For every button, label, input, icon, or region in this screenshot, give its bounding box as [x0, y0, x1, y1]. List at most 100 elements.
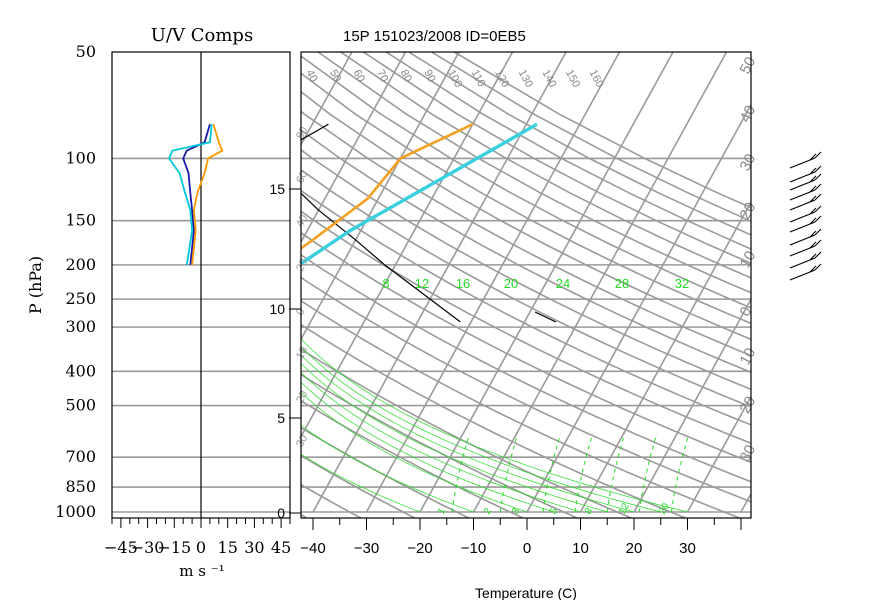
skewt-moist-line	[301, 453, 421, 513]
wind-barb-flag	[814, 205, 822, 213]
uv-panel-xlabel: m s ⁻¹	[179, 562, 224, 580]
uv-speed-tick-label: 0	[196, 538, 206, 557]
wind-barb-flag	[809, 185, 817, 193]
wind-barb-flag	[809, 195, 817, 203]
skewt-isotherm	[46, 52, 299, 512]
skewt-moist-line	[301, 424, 474, 513]
skewt-theta-label: 100	[445, 68, 464, 90]
skewt-panel: 15P 151023/2008 ID=0EB5 Temperature (C) …	[46, 28, 887, 600]
wind-barb-flag	[814, 183, 822, 191]
skewt-dry-adiabat	[301, 253, 751, 483]
skewt-mixing-ratio-label: 24	[556, 276, 570, 291]
skewt-theta-label: 110	[469, 68, 488, 89]
skewt-right-label: 10	[737, 345, 760, 368]
skewt-temp-tick-label: −10	[461, 540, 486, 557]
skewt-dry-adiabat	[301, 483, 363, 518]
skewt-left-label: 20	[294, 257, 310, 273]
skewt-height-label: 0	[277, 505, 285, 521]
skewt-isotherm	[301, 52, 460, 341]
skewt-moist-line	[301, 381, 554, 513]
skewt-mixing-ratio-label: 16	[456, 276, 470, 291]
skewt-mixing-ratio-label: 20	[504, 276, 518, 291]
skewt-mixing-ratio-label: 12	[415, 276, 429, 291]
skewt-temp-tick-label: −40	[300, 540, 325, 557]
skewt-dry-adiabat	[301, 129, 751, 374]
skewt-dry-adiabat	[301, 55, 751, 309]
skewt-isotherm	[526, 103, 751, 513]
skewt-temp-tick-label: 10	[572, 540, 589, 557]
uv-series-line-1	[167, 124, 213, 266]
skewt-height-label: 5	[277, 410, 285, 426]
skewt-panel-xlabel: Temperature (C)	[475, 585, 577, 600]
skewt-mixing-ratio-label: 28	[615, 276, 629, 291]
skewt-isotherm	[419, 52, 674, 513]
skewt-dry-adiabat	[301, 276, 751, 503]
uv-pressure-tick-label: 500	[65, 396, 96, 415]
skewt-isotherm	[301, 52, 353, 147]
skewt-dry-adiabat	[340, 52, 751, 279]
wind-barb-flag	[814, 239, 822, 247]
skewt-isotherm	[301, 52, 514, 439]
wind-barb-flag	[814, 263, 822, 271]
skewt-right-label: 20	[737, 200, 760, 223]
skewt-left-label: 30	[294, 433, 310, 449]
skewt-profile-line-2	[301, 122, 538, 266]
uv-pressure-tick-label: 200	[65, 255, 96, 274]
skewt-theta-label: 160	[587, 68, 606, 90]
uv-pressure-tick-label: 700	[65, 447, 96, 466]
skewt-background-grid	[46, 52, 887, 518]
skewt-right-label: 10	[737, 248, 760, 271]
skewt-right-label: 50	[737, 54, 760, 77]
uv-pressure-tick-label: 400	[65, 361, 96, 380]
skewt-dry-adiabat	[301, 323, 688, 518]
skewt-isotherm	[740, 492, 751, 513]
uv-speed-tick-label: −15	[157, 538, 191, 557]
wind-barb-flag	[809, 265, 817, 273]
skewt-dry-adiabat	[301, 189, 751, 426]
skewt-isotherm	[848, 52, 887, 512]
uv-pressure-tick-label: 250	[65, 289, 96, 308]
skewt-bottom-label: 5	[548, 506, 561, 516]
skewt-dry-adiabat	[301, 299, 742, 518]
skewt-bottom-label: 8	[583, 506, 596, 516]
skewt-dry-adiabat	[301, 210, 751, 445]
skewt-profile-fragment	[534, 311, 557, 323]
skewt-theta-label: 90	[421, 68, 437, 84]
wind-barb-flag	[814, 151, 822, 159]
skewt-bottom-label: 1	[436, 506, 449, 516]
skewt-bottom-label: 20	[657, 501, 672, 516]
wind-barb-flag	[809, 241, 817, 249]
uv-panel: U/V Comps P (hPa) m s ⁻¹ 501001502002503…	[26, 25, 291, 580]
skewt-temp-tick-label: 30	[679, 540, 696, 557]
skewt-mixing-ratio-line	[451, 433, 471, 513]
skewt-isotherm	[472, 52, 728, 513]
skewt-left-label: 60	[294, 169, 310, 185]
skewt-dry-adiabat	[317, 52, 751, 294]
skewt-mixing-ratio-label: 32	[675, 276, 689, 291]
skewt-left-label: 20	[294, 389, 310, 405]
uv-panel-ylabel: P (hPa)	[26, 256, 45, 314]
uv-series-line-2	[191, 123, 224, 265]
skewt-theta-label: 130	[516, 68, 535, 90]
skewt-dry-adiabat	[431, 52, 751, 223]
skewt-mixing-ratio-line	[638, 433, 658, 513]
skewt-profile-line-0	[301, 123, 461, 323]
skewt-isotherm	[795, 52, 887, 512]
wind-barb-flag	[809, 207, 817, 215]
wind-barb-flag	[809, 153, 817, 161]
uv-pressure-tick-label: 50	[76, 42, 96, 61]
wind-barb-flag	[809, 167, 817, 175]
skewt-temp-tick-label: 20	[626, 540, 643, 557]
skewt-moist-line	[301, 391, 528, 513]
wind-barb-flag	[814, 173, 822, 181]
skewt-isotherm	[633, 297, 751, 513]
wind-barb-flag	[809, 217, 817, 225]
skewt-isotherm	[312, 52, 567, 513]
skewt-right-label: 30	[737, 442, 760, 465]
skewt-theta-label: 50	[327, 68, 343, 84]
wind-barb-flag	[814, 193, 822, 201]
skewt-left-label: 80	[294, 125, 310, 141]
uv-speed-tick-label: −30	[131, 538, 165, 557]
skewt-temp-tick-label: −30	[354, 540, 379, 557]
wind-barb-flag	[809, 175, 817, 183]
